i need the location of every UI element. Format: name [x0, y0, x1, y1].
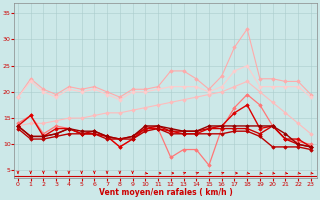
X-axis label: Vent moyen/en rafales ( km/h ): Vent moyen/en rafales ( km/h ) — [99, 188, 233, 197]
